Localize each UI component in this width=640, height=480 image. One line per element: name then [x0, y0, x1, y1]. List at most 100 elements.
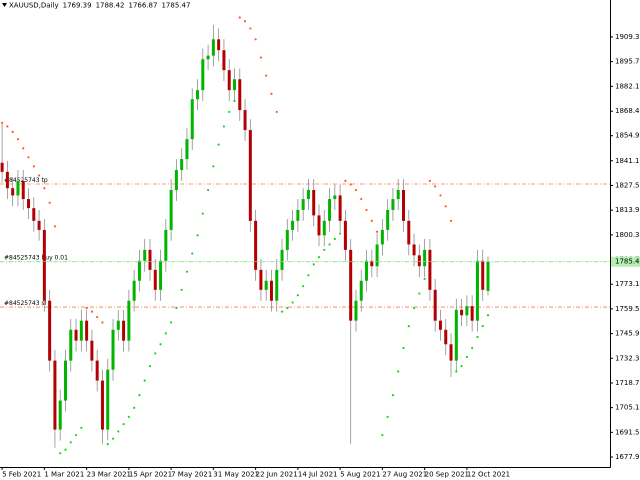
sar-dot: [265, 74, 268, 77]
candle-body: [143, 249, 147, 261]
candle-body: [275, 269, 279, 301]
y-tick-label: 1827.50: [615, 181, 640, 189]
sar-dot: [249, 27, 252, 30]
x-tick-label: 5 Aug 2021: [340, 471, 380, 479]
y-tick-label: 1813.90: [615, 206, 640, 214]
sar-dot: [206, 188, 210, 192]
candle-body: [106, 369, 110, 430]
candle-body: [16, 180, 20, 196]
candle-body: [417, 255, 421, 267]
candle-body: [185, 139, 189, 160]
candle-body: [296, 209, 300, 221]
order-label: #84525743 tp: [4, 177, 48, 184]
candle-body: [333, 195, 337, 200]
candle-body: [386, 209, 390, 230]
candle-body: [5, 171, 9, 189]
candle-body: [264, 280, 268, 290]
sar-dot: [122, 423, 125, 426]
candle-body: [306, 189, 310, 200]
y-tick-label: 1718.70: [615, 379, 640, 387]
sar-dot: [185, 270, 189, 273]
y-tick-label: 1868.40: [615, 107, 640, 115]
candle-body: [359, 280, 363, 301]
sar-dot: [381, 433, 384, 437]
candle-body: [285, 229, 289, 250]
sar-dot: [133, 406, 136, 409]
candle-body: [423, 249, 427, 267]
sar-dot: [360, 197, 363, 201]
sar-dot: [74, 433, 78, 437]
sar-dot: [6, 125, 9, 128]
candle-body: [21, 180, 25, 200]
sar-dot: [307, 274, 310, 277]
candle-body: [11, 188, 15, 196]
sar-dot: [143, 379, 146, 382]
sar-dot: [64, 448, 67, 451]
sar-dot: [302, 285, 305, 288]
candle-body: [90, 340, 94, 361]
sar-dot: [296, 294, 299, 297]
candle-body: [58, 400, 62, 430]
sar-dot: [481, 325, 484, 328]
candle-body: [79, 320, 83, 341]
y-tick-label: 1841.10: [615, 157, 640, 165]
sar-dot: [344, 179, 347, 183]
collapse-icon[interactable]: [2, 3, 7, 7]
sar-dot: [286, 306, 289, 310]
sar-dot: [111, 437, 115, 440]
sar-dot: [354, 188, 358, 192]
y-tick-label: 1773.10: [615, 280, 640, 288]
sar-dot: [434, 185, 437, 188]
candle-body: [37, 220, 41, 230]
y-tick-label: 1800.30: [615, 231, 640, 239]
candle-body: [32, 208, 36, 221]
sar-dot: [127, 415, 130, 418]
x-tick-label: 22 Jun 2021: [256, 471, 298, 479]
candle-body: [217, 39, 221, 51]
candle-body: [27, 199, 31, 209]
candle-body: [481, 260, 485, 290]
x-tick-label: 27 Aug 2021: [382, 471, 427, 479]
y-tick-label: 1677.90: [615, 453, 640, 461]
candle-body: [465, 306, 469, 316]
sar-dot: [328, 243, 331, 246]
y-tick-label: 1759.50: [615, 305, 640, 313]
sar-dot: [96, 315, 99, 319]
candle-body: [243, 110, 247, 131]
candle-body: [438, 320, 442, 330]
sar-dot: [471, 346, 474, 350]
sar-dot: [11, 130, 14, 133]
x-tick-label: 15 Apr 2021: [129, 471, 172, 479]
candle-body: [475, 260, 479, 321]
candle-body: [322, 220, 326, 236]
sar-dot: [48, 201, 51, 204]
sar-dot: [59, 452, 62, 455]
sar-dot: [101, 321, 104, 324]
y-tick-label: 1882.10: [615, 82, 640, 90]
sar-dot: [280, 310, 284, 313]
candle-body: [317, 215, 321, 236]
sar-dot: [412, 306, 416, 310]
sar-dot: [386, 415, 389, 418]
candle-body: [164, 229, 168, 261]
candle-body: [116, 320, 120, 330]
y-tick-label: 1854.90: [615, 132, 640, 140]
sar-dot: [254, 38, 257, 41]
sar-dot: [407, 325, 410, 328]
candle-body: [100, 380, 104, 430]
candle-body: [180, 159, 184, 171]
sar-dot: [402, 346, 405, 350]
sar-dot: [27, 156, 30, 159]
candle-body: [248, 130, 252, 221]
candle-body: [375, 244, 379, 267]
sar-dot: [222, 125, 226, 128]
sar-dot: [16, 138, 20, 141]
candle-body: [153, 269, 157, 290]
candle-body: [391, 199, 395, 210]
y-tick-label: 1745.90: [615, 330, 640, 338]
candle-body: [127, 300, 131, 341]
sar-dot: [238, 16, 241, 19]
sar-dot: [486, 314, 490, 317]
